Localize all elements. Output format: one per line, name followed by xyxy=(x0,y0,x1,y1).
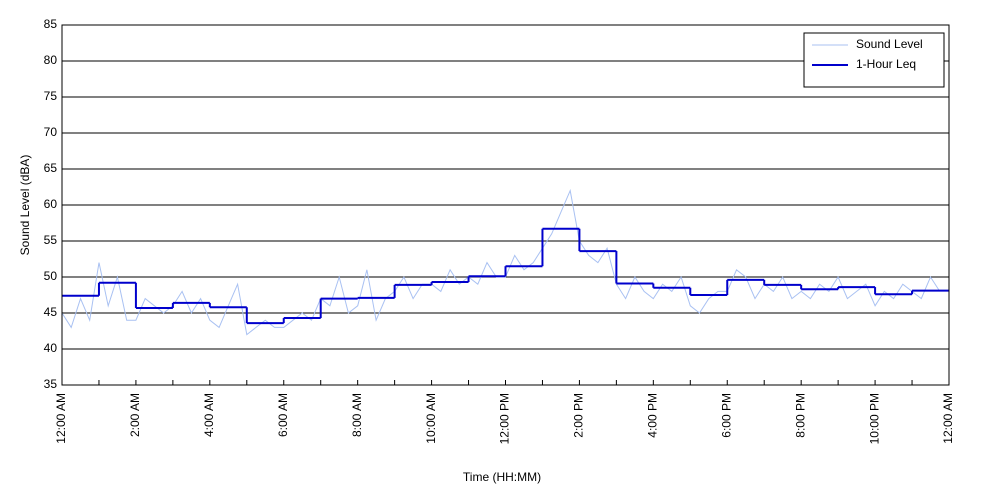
y-tick-label: 80 xyxy=(44,53,58,67)
legend-label: 1-Hour Leq xyxy=(856,57,916,71)
x-tick-label: 10:00 PM xyxy=(867,393,881,444)
x-tick-label: 6:00 PM xyxy=(719,393,733,438)
y-tick-label: 45 xyxy=(44,305,58,319)
y-tick-label: 35 xyxy=(44,377,58,391)
legend-box xyxy=(803,32,945,88)
y-tick-label: 60 xyxy=(44,197,58,211)
y-tick-label: 40 xyxy=(44,341,58,355)
x-tick-label: 12:00 AM xyxy=(941,393,955,444)
y-tick-label: 65 xyxy=(44,161,58,175)
x-axis-label: Time (HH:MM) xyxy=(463,470,541,484)
x-tick-label: 4:00 AM xyxy=(202,393,216,437)
x-tick-label: 2:00 AM xyxy=(128,393,142,437)
legend: Sound Level 1-Hour Leq xyxy=(803,32,945,88)
y-axis-label: Sound Level (dBA) xyxy=(18,155,32,256)
x-tick-label: 8:00 PM xyxy=(793,393,807,438)
x-tick-label: 4:00 PM xyxy=(646,393,660,438)
plot-frame xyxy=(61,24,950,386)
y-tick-label: 75 xyxy=(44,89,58,103)
y-tick-label: 85 xyxy=(44,17,58,31)
x-tick-label: 12:00 AM xyxy=(54,393,68,444)
x-tick-label: 6:00 AM xyxy=(276,393,290,437)
x-tick-label: 12:00 PM xyxy=(498,393,512,444)
y-tick-label: 50 xyxy=(44,269,58,283)
y-tick-label: 55 xyxy=(44,233,58,247)
x-tick-label: 10:00 AM xyxy=(424,393,438,444)
x-tick-label: 2:00 PM xyxy=(572,393,586,438)
x-tick-label: 8:00 AM xyxy=(350,393,364,437)
legend-label: Sound Level xyxy=(856,37,923,51)
y-tick-label: 70 xyxy=(44,125,58,139)
